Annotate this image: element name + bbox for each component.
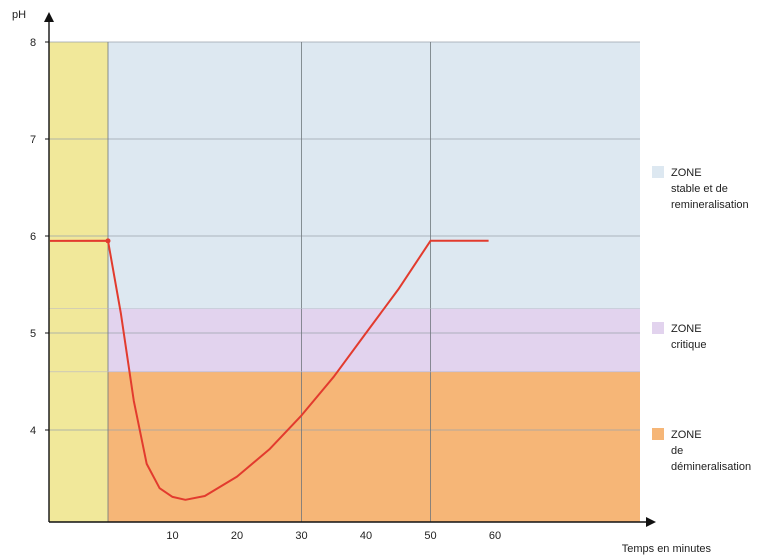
y-tick-label: 6 [30,231,36,243]
legend-label: démineralisation [671,461,751,473]
legend: ZONE stable et de remineralisation ZONE crit… [652,166,751,473]
axes [44,12,656,527]
legend-label: ZONE [671,323,702,335]
x-axis-title: Temps en minutes [622,543,712,555]
series-layer [49,238,489,501]
x-axis-arrow [646,517,656,527]
x-tick-label: 40 [360,530,372,542]
ph-line [49,239,489,501]
y-tick-label: 7 [30,134,36,146]
zone-bands [108,42,640,522]
zone-band-1 [108,308,640,372]
y-tick-label: 8 [30,37,36,49]
y-axis-title: pH [12,9,26,21]
legend-label: de [671,445,683,457]
legend-label: ZONE [671,429,702,441]
x-tick-label: 50 [424,530,436,542]
x-tick-label: 30 [295,530,307,542]
legend-label: ZONE [671,167,702,179]
zone-band-0 [108,42,640,309]
legend-label: critique [671,339,706,351]
legend-swatch [652,322,664,334]
x-tick-label: 20 [231,530,243,542]
y-tick-label: 5 [30,328,36,340]
grid-lines [49,41,640,522]
y-tick-label: 4 [30,425,36,437]
x-tick-label: 10 [166,530,178,542]
pre-meal-band [49,42,108,522]
y-axis-arrow [44,12,54,22]
x-tick-label: 60 [489,530,501,542]
legend-swatch [652,166,664,178]
legend-swatch [652,428,664,440]
ph-point [105,238,111,244]
legend-label: remineralisation [671,199,749,211]
legend-label: stable et de [671,183,728,195]
tick-labels: 4 5 6 7 8 10 20 30 40 50 60 [30,37,501,542]
